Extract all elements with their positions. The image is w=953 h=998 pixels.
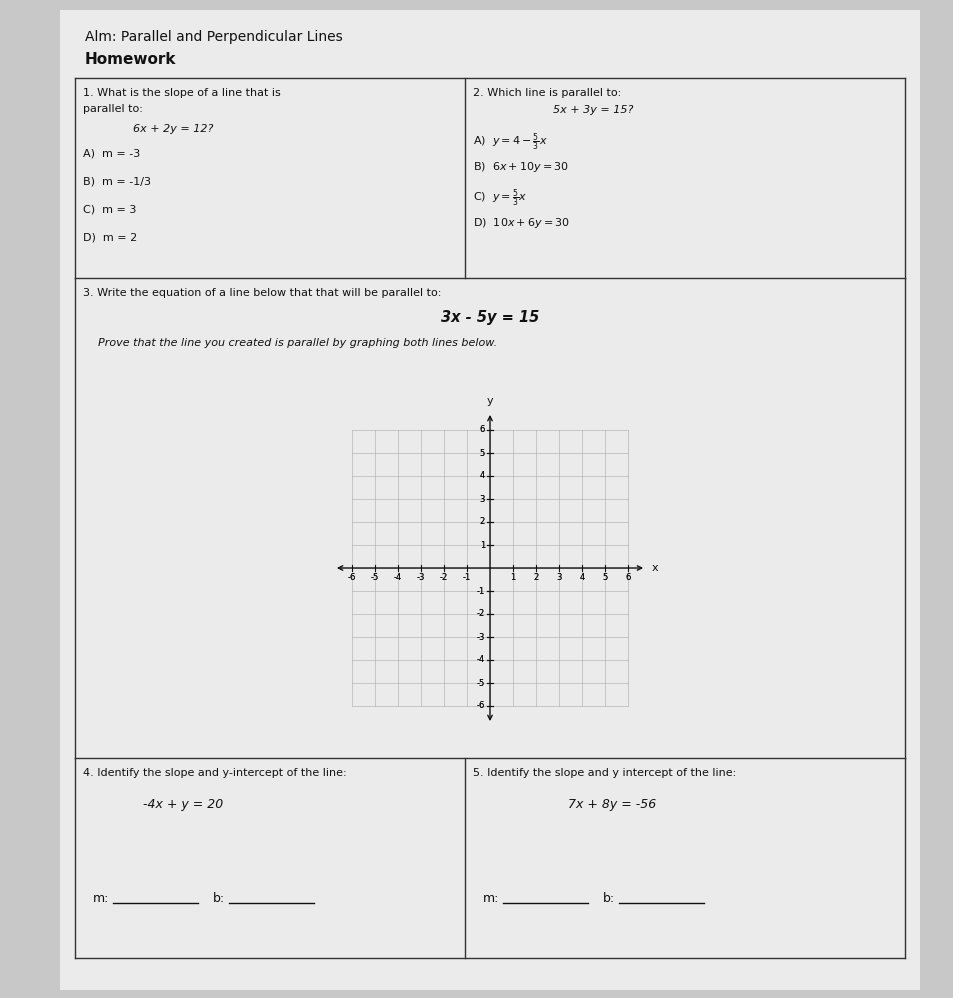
Text: 4: 4 <box>479 471 484 480</box>
Text: -5: -5 <box>476 679 484 688</box>
Text: -4: -4 <box>394 573 402 582</box>
Text: -3: -3 <box>476 633 484 642</box>
Text: -1: -1 <box>462 573 471 582</box>
Text: 5: 5 <box>601 573 607 582</box>
Text: -4: -4 <box>476 656 484 665</box>
Text: y: y <box>486 396 493 406</box>
Text: 5: 5 <box>479 448 484 457</box>
Text: Alm: Parallel and Perpendicular Lines: Alm: Parallel and Perpendicular Lines <box>85 30 342 44</box>
Text: -3: -3 <box>416 573 425 582</box>
Text: 5. Identify the slope and y intercept of the line:: 5. Identify the slope and y intercept of… <box>473 768 736 778</box>
Text: 1: 1 <box>510 573 515 582</box>
Text: 3. Write the equation of a line below that that will be parallel to:: 3. Write the equation of a line below th… <box>83 288 441 298</box>
Text: B)  m = -1/3: B) m = -1/3 <box>83 176 151 186</box>
Text: 6x + 2y = 12?: 6x + 2y = 12? <box>132 124 213 134</box>
Text: -2: -2 <box>439 573 448 582</box>
Text: m:: m: <box>482 891 499 904</box>
Text: Prove that the line you created is parallel by graphing both lines below.: Prove that the line you created is paral… <box>98 338 497 348</box>
Text: C)  $y = \frac{5}{3}x$: C) $y = \frac{5}{3}x$ <box>473 188 527 210</box>
Text: m:: m: <box>92 891 110 904</box>
Text: 2: 2 <box>479 518 484 527</box>
Text: 1: 1 <box>479 541 484 550</box>
Text: A)  m = -3: A) m = -3 <box>83 148 140 158</box>
Text: 3: 3 <box>556 573 561 582</box>
Text: 1: 1 <box>510 573 515 582</box>
Text: b:: b: <box>602 891 615 904</box>
Text: 7x + 8y = -56: 7x + 8y = -56 <box>567 798 656 811</box>
Text: -1: -1 <box>476 587 484 596</box>
Text: -4x + y = 20: -4x + y = 20 <box>143 798 223 811</box>
Text: 6: 6 <box>624 573 630 582</box>
Text: 6: 6 <box>624 573 630 582</box>
Text: -1: -1 <box>462 573 471 582</box>
Text: 2: 2 <box>533 573 538 582</box>
Text: -6: -6 <box>476 702 484 711</box>
Text: 1. What is the slope of a line that is: 1. What is the slope of a line that is <box>83 88 280 98</box>
Text: -2: -2 <box>476 610 484 619</box>
Text: C)  m = 3: C) m = 3 <box>83 204 136 214</box>
Text: 5: 5 <box>479 448 484 457</box>
Text: -6: -6 <box>476 702 484 711</box>
Text: 6: 6 <box>479 425 484 434</box>
Text: -5: -5 <box>476 679 484 688</box>
Text: 3: 3 <box>479 494 484 504</box>
Text: Homework: Homework <box>85 52 176 67</box>
Text: 4. Identify the slope and y-intercept of the line:: 4. Identify the slope and y-intercept of… <box>83 768 346 778</box>
Text: -4: -4 <box>476 656 484 665</box>
Text: -5: -5 <box>371 573 378 582</box>
Text: -6: -6 <box>348 573 355 582</box>
Text: -1: -1 <box>476 587 484 596</box>
Text: 3: 3 <box>556 573 561 582</box>
Text: D)  m = 2: D) m = 2 <box>83 232 137 242</box>
Text: 2: 2 <box>533 573 538 582</box>
Text: -3: -3 <box>416 573 425 582</box>
Text: A)  $y = 4 - \frac{5}{3}x$: A) $y = 4 - \frac{5}{3}x$ <box>473 132 548 154</box>
Text: 6: 6 <box>479 425 484 434</box>
Text: 2. Which line is parallel to:: 2. Which line is parallel to: <box>473 88 620 98</box>
Text: parallel to:: parallel to: <box>83 104 143 114</box>
Text: 5x + 3y = 15?: 5x + 3y = 15? <box>553 105 633 115</box>
Text: -2: -2 <box>476 610 484 619</box>
Text: -5: -5 <box>371 573 378 582</box>
Text: 3: 3 <box>479 494 484 504</box>
Text: 4: 4 <box>479 471 484 480</box>
Text: 5: 5 <box>601 573 607 582</box>
Text: D)  $10x + 6y = 30$: D) $10x + 6y = 30$ <box>473 216 570 230</box>
Text: 2: 2 <box>479 518 484 527</box>
Text: -3: -3 <box>476 633 484 642</box>
Text: B)  $6x + 10y = 30$: B) $6x + 10y = 30$ <box>473 160 569 174</box>
Text: 4: 4 <box>578 573 584 582</box>
Text: 4: 4 <box>578 573 584 582</box>
Text: x: x <box>651 563 658 573</box>
Text: 1: 1 <box>479 541 484 550</box>
Text: -2: -2 <box>439 573 448 582</box>
Text: 3x - 5y = 15: 3x - 5y = 15 <box>440 310 538 325</box>
Text: -4: -4 <box>394 573 402 582</box>
Text: b:: b: <box>213 891 225 904</box>
Text: -6: -6 <box>348 573 355 582</box>
